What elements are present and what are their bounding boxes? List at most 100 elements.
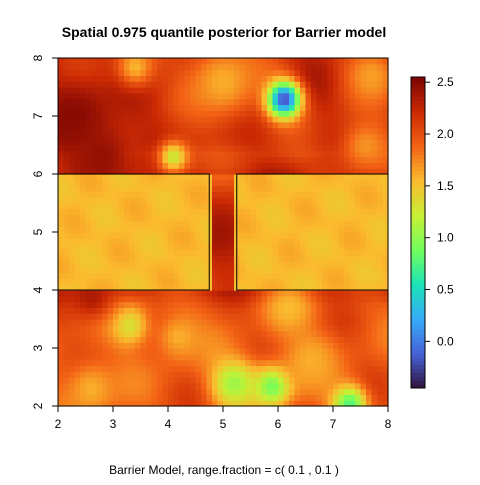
heatmap-cell [74,58,81,65]
heatmap-cell [151,162,158,169]
heatmap-cell [289,232,296,239]
heatmap-cell [58,284,65,291]
heatmap-cell [195,330,202,337]
heatmap-cell [135,232,142,239]
heatmap-cell [96,313,103,320]
heatmap-cell [289,168,296,175]
heatmap-cell [173,284,180,291]
heatmap-cell [80,69,87,76]
heatmap-cell [377,208,384,216]
heatmap-cell [157,382,164,390]
heatmap-cell [311,174,318,181]
heatmap-cell [305,116,312,123]
heatmap-cell [371,179,378,187]
heatmap-cell [190,232,197,239]
heatmap-cell [234,110,241,117]
heatmap-cell [256,330,263,337]
heatmap-cell [85,226,92,233]
heatmap-cell [366,116,373,123]
heatmap-cell [322,69,329,76]
heatmap-cell [179,400,186,407]
heatmap-cell [382,220,389,227]
heatmap-cell [162,133,169,140]
heatmap-cell [151,63,158,71]
heatmap-cell [201,342,208,349]
heatmap-cell [256,185,263,192]
heatmap-cell [146,301,153,308]
heatmap-cell [261,116,268,123]
heatmap-cell [272,127,279,134]
heatmap-cell [228,174,235,181]
heatmap-cell [168,168,175,175]
heatmap-cell [212,319,219,326]
heatmap-cell [316,75,323,82]
heatmap-cell [107,348,114,355]
heatmap-cell [311,98,318,105]
heatmap-cell [85,284,92,291]
heatmap-cell [217,232,224,239]
heatmap-cell [217,58,224,65]
heatmap-cell [261,220,268,227]
heatmap-cell [74,139,81,146]
heatmap-cell [223,284,230,291]
heatmap-cell [96,179,103,187]
heatmap-cell [228,75,235,82]
heatmap-cell [377,382,384,390]
heatmap-cell [250,203,257,210]
heatmap-cell [272,261,279,268]
heatmap-cell [371,255,378,262]
heatmap-cell [74,348,81,355]
heatmap-cell [168,63,175,71]
heatmap-cell [217,87,224,94]
heatmap-cell [118,197,125,204]
heatmap-cell [322,307,329,314]
heatmap-cell [168,75,175,82]
heatmap-cell [107,359,114,366]
heatmap-cell [272,110,279,117]
heatmap-cell [85,301,92,308]
heatmap-cell [201,266,208,274]
heatmap-cell [366,58,373,65]
heatmap-cell [168,353,175,361]
heatmap-cell [113,214,120,221]
heatmap-cell [305,272,312,279]
heatmap-cell [129,87,136,94]
heatmap-cell [151,191,158,198]
heatmap-cell [377,116,384,123]
heatmap-cell [228,185,235,192]
heatmap-cell [278,87,285,94]
heatmap-cell [69,365,76,372]
heatmap-cell [212,69,219,76]
heatmap-cell [305,382,312,390]
heatmap-cell [294,377,301,384]
heatmap-cell [201,63,208,71]
heatmap-cell [69,388,76,395]
heatmap-cell [179,116,186,123]
heatmap-cell [283,87,290,94]
heatmap-cell [184,139,191,146]
heatmap-cell [69,104,76,111]
heatmap-cell [91,371,98,378]
heatmap-cell [96,75,103,82]
heatmap-cell [278,249,285,256]
heatmap-cell [234,69,241,76]
heatmap-cell [173,197,180,204]
heatmap-cell [162,266,169,274]
heatmap-cell [278,75,285,82]
heatmap-cell [322,243,329,250]
heatmap-cell [300,145,307,152]
heatmap-cell [245,266,252,274]
heatmap-cell [74,168,81,175]
heatmap-cell [344,185,351,192]
heatmap-cell [256,272,263,279]
heatmap-cell [157,348,164,355]
heatmap-cell [195,382,202,390]
heatmap-cell [327,359,334,366]
heatmap-cell [267,301,274,308]
heatmap-cell [311,336,318,343]
heatmap-cell [151,110,158,117]
heatmap-cell [140,110,147,117]
heatmap-cell [157,75,164,82]
heatmap-cell [382,87,389,94]
heatmap-cell [250,237,257,245]
